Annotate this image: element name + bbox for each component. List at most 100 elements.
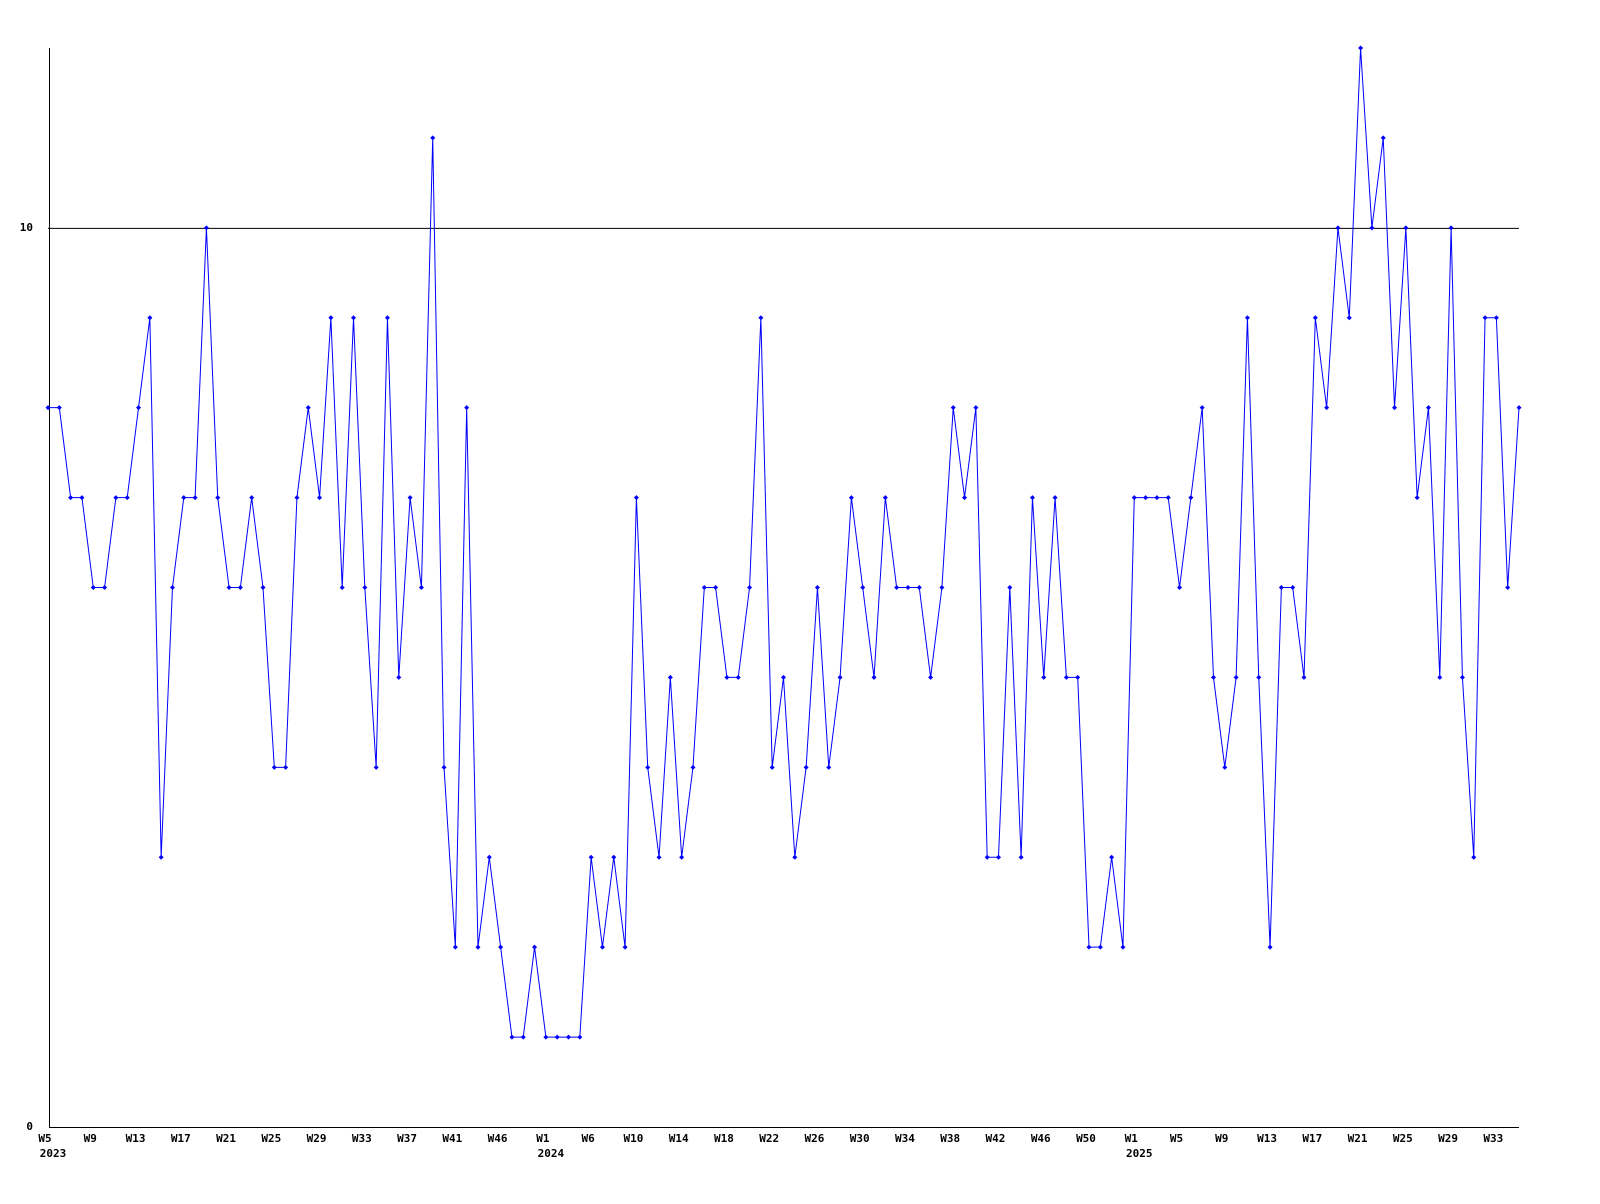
marker [724,674,730,680]
marker [1290,585,1296,590]
x-tick-label: W1 [1125,1132,1139,1145]
marker [1437,674,1443,680]
marker [1018,854,1024,860]
x-tick-label: W13 [1257,1132,1277,1145]
marker [848,495,854,501]
marker [701,585,707,590]
x-tick-label: W42 [986,1132,1006,1145]
marker [215,495,221,501]
x-tick-label: W5 [38,1132,51,1145]
marker [758,315,764,321]
marker [45,405,51,411]
marker [407,495,413,501]
marker [1052,495,1058,501]
marker [192,495,198,501]
x-year-label: 2024 [538,1147,565,1160]
marker [735,674,741,680]
marker [814,585,820,590]
marker [1267,944,1273,950]
marker [645,764,651,770]
marker [1165,495,1171,501]
x-tick-label: W33 [1483,1132,1503,1145]
marker [498,944,504,950]
marker [1210,674,1216,680]
marker [656,854,662,860]
marker [1493,315,1499,321]
marker [1177,585,1183,590]
marker [1029,495,1035,501]
x-tick-label: W9 [84,1132,97,1145]
marker [792,854,798,860]
x-tick-label: W29 [307,1132,327,1145]
marker [1075,674,1081,680]
marker [1335,225,1341,231]
x-tick-label: W17 [1302,1132,1322,1145]
marker [384,315,390,321]
marker [769,764,775,770]
marker [1120,944,1126,950]
marker [532,944,538,950]
marker [226,585,232,590]
x-tick-label: W25 [1393,1132,1413,1145]
marker [543,1034,549,1040]
x-tick-label: W26 [805,1132,825,1145]
x-tick-label: W9 [1215,1132,1228,1145]
marker [577,1034,583,1040]
x-tick-label: W41 [442,1132,462,1145]
marker [464,405,470,411]
marker [1007,585,1013,590]
x-year-label: 2023 [40,1147,67,1160]
marker [1448,225,1454,231]
marker [317,495,323,501]
marker [928,674,934,680]
marker [1109,854,1115,860]
marker [1301,674,1307,680]
marker [283,764,289,770]
marker [566,1034,572,1040]
marker [1233,674,1239,680]
marker [328,315,334,321]
marker [554,1034,560,1040]
marker [203,225,209,231]
marker [916,585,922,590]
x-tick-label: W46 [1031,1132,1051,1145]
marker [950,405,956,411]
marker [169,585,175,590]
marker [995,854,1001,860]
x-tick-label: W46 [488,1132,508,1145]
marker [1505,585,1511,590]
marker [271,764,277,770]
marker [475,944,481,950]
y-tick-label: 10 [20,221,33,234]
marker [441,764,447,770]
marker [1097,944,1103,950]
marker [124,495,130,501]
marker [973,405,979,411]
x-tick-label: W18 [714,1132,734,1145]
x-tick-label: W6 [582,1132,596,1145]
marker [430,135,436,141]
marker [113,495,119,501]
x-tick-label: W14 [669,1132,689,1145]
marker [837,674,843,680]
marker [351,315,357,321]
marker [136,405,142,411]
x-year-label: 2025 [1126,1147,1153,1160]
marker [894,585,900,590]
marker [249,495,255,501]
marker [1516,405,1522,411]
marker [362,585,368,590]
marker [79,495,85,501]
marker [181,495,187,501]
marker [418,585,424,590]
x-tick-label: W34 [895,1132,915,1145]
x-tick-label: W21 [216,1132,236,1145]
x-tick-label: W13 [126,1132,146,1145]
marker [1346,315,1352,321]
x-tick-label: W17 [171,1132,191,1145]
marker [962,495,968,501]
x-tick-label: W38 [940,1132,960,1145]
marker [882,495,888,501]
marker [588,854,594,860]
